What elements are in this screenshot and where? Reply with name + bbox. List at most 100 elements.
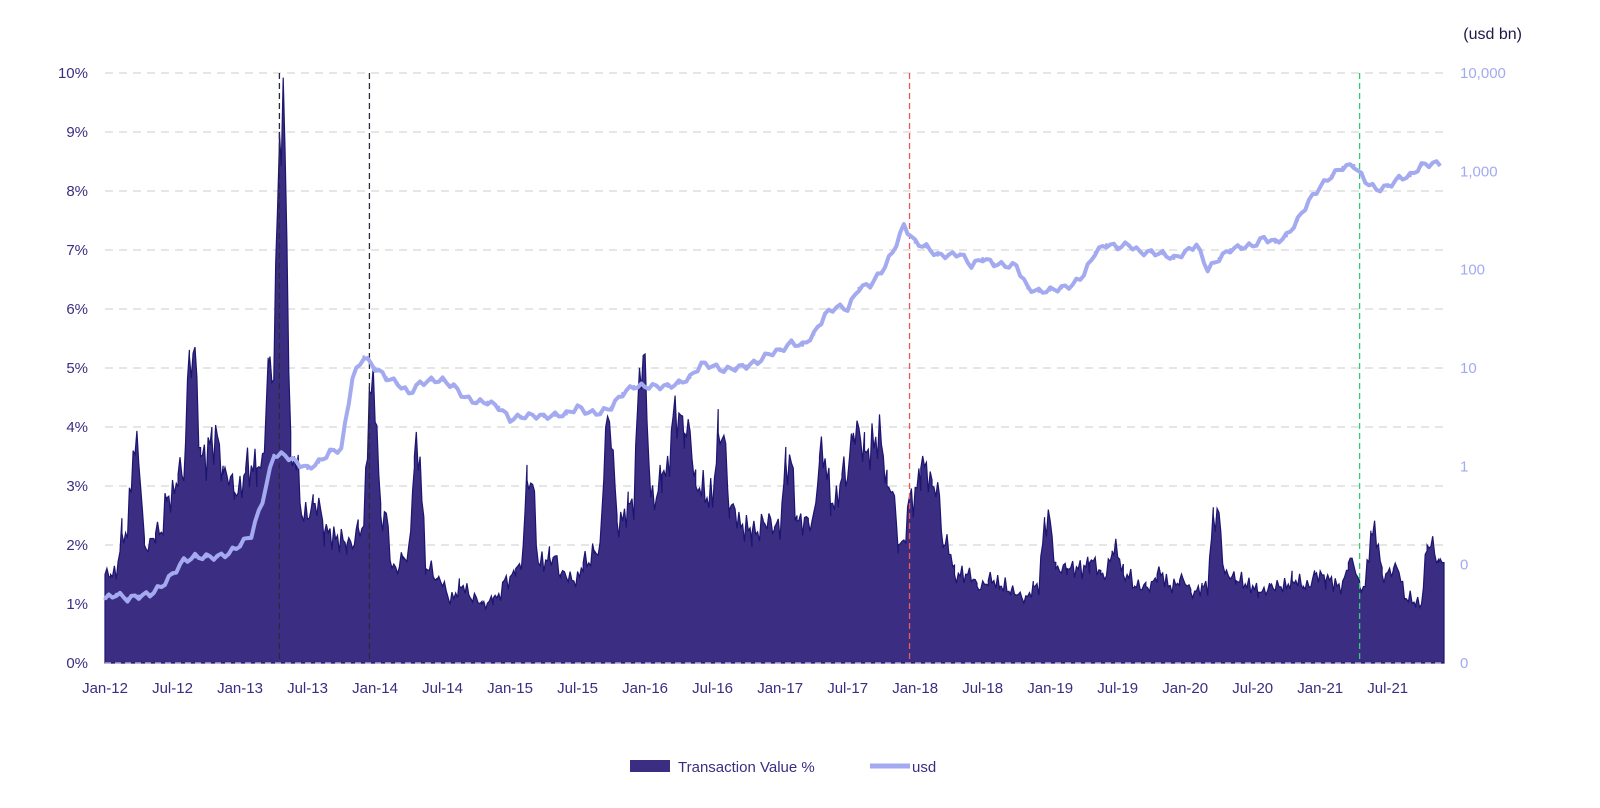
usd-point [373,366,377,370]
usd-point [688,376,692,380]
usd-point [418,381,422,385]
usd-point [407,392,411,396]
usd-point [744,364,748,368]
usd-point [216,555,220,559]
usd-point [587,411,591,415]
x-tick-label: Jan-12 [82,680,128,697]
usd-point [328,450,332,454]
usd-point [891,250,895,254]
usd-point [733,366,737,370]
usd-point [778,349,782,353]
usd-point [497,405,501,409]
usd-point [1172,256,1176,260]
usd-point [1048,288,1052,292]
usd-point [159,584,163,588]
x-tick-label: Jan-17 [757,680,803,697]
left-tick-label: 1% [66,596,88,613]
usd-point [958,252,962,256]
left-tick-label: 8% [66,183,88,200]
usd-point [598,411,602,415]
usd-line [103,159,1442,604]
usd-point [227,551,231,555]
usd-point [1296,218,1300,222]
usd-point [1352,163,1356,167]
usd-point [339,447,343,451]
usd-point [868,283,872,287]
usd-point [981,256,985,260]
legend-label-transaction-value: Transaction Value % [678,759,815,776]
usd-point [1239,245,1243,249]
usd-point [474,400,478,404]
x-tick-label: Jul-16 [692,680,733,697]
x-tick-label: Jul-20 [1232,680,1273,697]
usd-point [306,467,310,471]
left-tick-label: 2% [66,537,88,554]
x-tick-label: Jul-15 [557,680,598,697]
legend-label-usd: usd [912,759,936,776]
usd-point [452,384,456,388]
x-tick-label: Jan-21 [1297,680,1343,697]
usd-point [1262,236,1266,240]
usd-point [531,413,535,417]
transaction-value-area-series [104,77,1445,664]
usd-point [666,384,670,388]
left-tick-label: 4% [66,419,88,436]
left-axis: 0% 1% 2% 3% 4% 5% 6% 7% 8% 9% 10% [58,65,88,672]
usd-point [834,305,838,309]
usd-point [1284,234,1288,238]
usd-point [171,572,175,576]
usd-point [519,415,523,419]
usd-point [1217,256,1221,260]
usd-point [1116,245,1120,249]
usd-point [857,286,861,290]
x-tick-label: Jul-12 [152,680,193,697]
usd-point [1251,244,1255,248]
usd-point [1273,240,1277,244]
right-tick-label: 1,000 [1460,163,1498,180]
right-tick-label: 10 [1460,360,1477,377]
usd-point [992,262,996,266]
usd-point [1037,289,1041,293]
usd-point [261,498,265,502]
usd-point [204,555,208,559]
usd-point [1397,176,1401,180]
right-axis: 0 0 1 10 100 1,000 10,000 [1460,65,1506,672]
usd-point [486,400,490,404]
right-tick-label: 100 [1460,262,1485,279]
usd-point [1386,185,1390,189]
usd-point [947,253,951,257]
usd-point [1419,163,1423,167]
usd-point [1104,243,1108,247]
x-tick-label: Jan-14 [352,680,398,697]
usd-point [564,412,568,416]
usd-point [1307,199,1311,203]
usd-point [317,460,321,464]
usd-point [1341,165,1345,169]
usd-point [1431,162,1435,166]
usd-point [879,270,883,274]
left-tick-label: 0% [66,655,88,672]
usd-point [654,384,658,388]
usd-point [576,405,580,409]
x-tick-label: Jul-18 [962,680,1003,697]
usd-point [283,453,287,457]
usd-point [1318,185,1322,189]
x-axis: Jan-12 Jul-12 Jan-13 Jul-13 Jan-14 Jul-14 Jan-… [82,680,1408,697]
usd-point [1059,286,1063,290]
usd-point [1408,174,1412,178]
usd-point [677,381,681,385]
usd-point [508,417,512,421]
usd-point [553,413,557,417]
usd-point [362,355,366,359]
usd-point [396,381,400,385]
usd-point [1374,188,1378,192]
usd-line-series [103,159,1442,604]
x-tick-label: Jan-16 [622,680,668,697]
usd-point [1206,268,1210,272]
x-tick-label: Jan-18 [892,680,938,697]
usd-point [429,378,433,382]
usd-point [1026,286,1030,290]
usd-point [722,368,726,372]
usd-point [182,559,186,563]
